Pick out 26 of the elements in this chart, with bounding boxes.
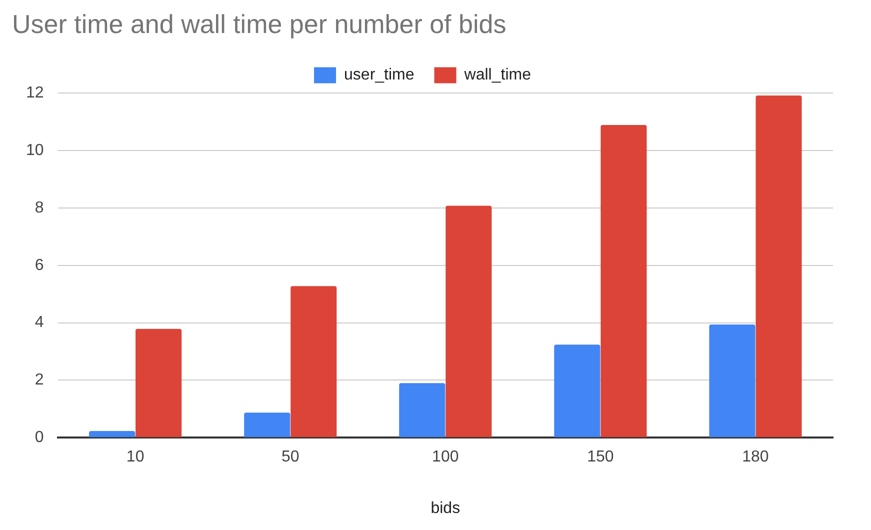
y-tick-label: 0 (34, 429, 44, 446)
x-tick-label: 100 (432, 448, 459, 466)
bar (709, 324, 756, 438)
x-tick-label: 150 (587, 448, 614, 466)
bar (399, 383, 446, 438)
y-tick-label: 2 (34, 372, 44, 389)
x-tick-label: 50 (281, 448, 300, 466)
x-tick-label: 180 (742, 448, 769, 466)
y-tick-label: 8 (34, 199, 44, 216)
bar (290, 286, 337, 438)
bar (136, 328, 182, 438)
x-axis-title: bids (430, 500, 460, 517)
x-tick-label: 10 (126, 448, 144, 466)
legend-label: user_time (344, 66, 414, 84)
y-tick-label: 10 (26, 142, 44, 160)
bar (756, 95, 802, 438)
chart-title: User time and wall time per number of bids (12, 8, 506, 39)
bar (244, 412, 290, 438)
y-tick-label: 12 (26, 84, 44, 102)
bar (600, 125, 647, 438)
bar (446, 206, 492, 438)
legend-label: wall_time (463, 66, 532, 84)
bar (89, 431, 136, 438)
y-tick-label: 6 (34, 256, 44, 274)
y-tick-label: 4 (34, 314, 44, 332)
bar (554, 344, 600, 438)
